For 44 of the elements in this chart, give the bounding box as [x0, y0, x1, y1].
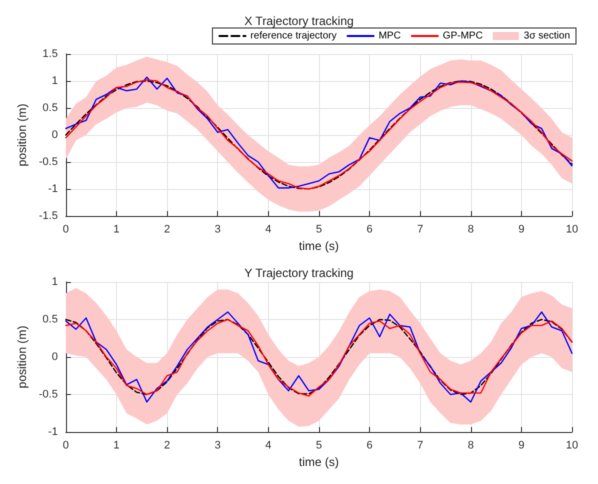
x-tick-label: 3: [214, 224, 221, 236]
y-tick-label: 1.5: [42, 48, 58, 60]
x-axis-title: time (s): [298, 238, 339, 253]
y-tick-label: 1: [52, 276, 58, 288]
y-tick-label: 1: [52, 75, 58, 87]
x-tick-label: 4: [265, 440, 272, 452]
x-tick-label: 10: [566, 224, 578, 236]
x-tick-label: 8: [468, 440, 474, 452]
legend-label: 3σ section: [524, 30, 570, 42]
x-tick-label: 3: [214, 440, 221, 452]
x-tick-label: 2: [164, 224, 170, 236]
x-tick-label: 9: [518, 224, 524, 236]
x-tick-label: 5: [316, 440, 322, 452]
x-tick-label: 10: [566, 440, 578, 452]
legend-label: GP-MPC: [442, 30, 483, 42]
x-tick-label: 0: [62, 224, 69, 236]
x-tick-label: 4: [265, 224, 272, 236]
x-tick-label: 6: [366, 224, 373, 236]
x-tick-label: 1: [113, 224, 120, 236]
x-tick-label: 6: [366, 440, 373, 452]
y-tick-label: -0.5: [38, 388, 58, 400]
x-tick-label: 0: [62, 440, 69, 452]
x-tick-label: 1: [113, 440, 120, 452]
legend-label: MPC: [378, 30, 401, 42]
y-tick-label: -1.5: [38, 210, 58, 222]
y-tick-label: -1: [48, 426, 58, 438]
chart-title: X Trajectory tracking: [244, 14, 354, 28]
legend-label: reference trajectory: [250, 30, 337, 42]
y-tick-label: -1: [48, 183, 58, 195]
x-tick-label: 7: [417, 440, 424, 452]
x-tick-label: 2: [164, 440, 170, 452]
y-axis-title: position (m): [15, 326, 29, 388]
y-tick-label: 0: [52, 129, 58, 141]
x-axis-title: time (s): [298, 454, 339, 469]
x-tick-label: 7: [417, 224, 424, 236]
y-tick-label: -0.5: [38, 156, 58, 168]
chart-title: Y Trajectory tracking: [244, 266, 354, 280]
y-tick-label: 0.5: [42, 102, 58, 114]
y-tick-label: 0.5: [42, 314, 58, 326]
y-tick-label: 0: [52, 351, 58, 363]
x-tick-label: 9: [518, 440, 524, 452]
x-tick-label: 5: [316, 224, 322, 236]
x-tick-label: 8: [468, 224, 474, 236]
y-axis-title: position (m): [15, 104, 29, 166]
